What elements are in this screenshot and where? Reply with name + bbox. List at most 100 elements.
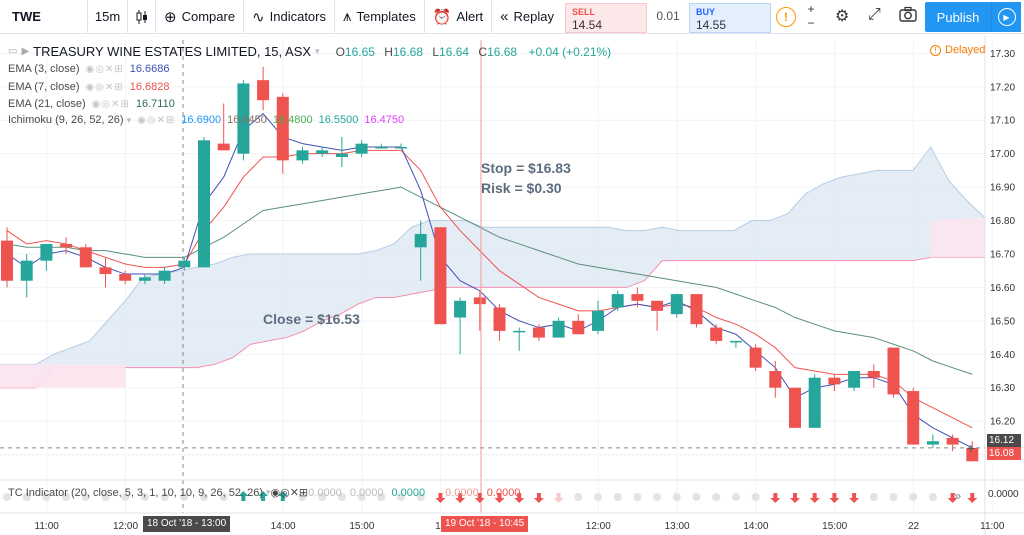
candle [867,371,880,378]
interval-button[interactable]: 15m [88,0,128,34]
neutral-dot [909,493,918,501]
ohlc-values: O16.65 H16.68 L16.64 C16.68 +0.04 (+0.21… [335,44,612,59]
chart-type-button[interactable] [128,0,156,34]
ichimoku-value: 16.4750 [364,114,405,126]
sell-button[interactable]: SELL 14.54 [565,3,647,33]
rewind-icon: « [500,8,509,25]
down-arrow-signal [553,493,564,503]
neutral-dot [160,493,169,501]
price-chart[interactable]: + 17.30 17.20 17.10 17.00 16.90 16.80 16.70 16.… [0,35,1024,535]
alert-button[interactable]: ⏰ Alert [425,0,493,34]
collapse-pane-icon[interactable]: » [954,488,962,503]
flag-icon[interactable]: ▶ [21,46,30,57]
up-arrow-signal [277,491,288,501]
time-tick-label: 14:00 [743,521,768,532]
camera-icon[interactable] [899,6,917,27]
fullscreen-icon[interactable]: ⤢ [868,6,881,23]
alert-label: Alert [456,9,484,24]
down-arrow-signal [770,493,781,503]
time-tick-label: 11:00 [980,521,1005,532]
publish-button[interactable]: Publish [925,2,991,32]
publish-label: Publish [936,9,980,25]
candle [907,391,920,445]
neutral-dot [140,493,149,501]
indicators-button[interactable]: ∿ Indicators [244,0,335,34]
ema21-label: EMA (21, close) [8,98,86,110]
price-tick-label: 16.20 [990,417,1015,428]
chevron-down-icon[interactable]: ▾ [126,114,132,125]
legend-buttons[interactable]: ◉◎✕⊞ [91,98,130,110]
candle [178,260,191,268]
plus-icon[interactable]: + [807,2,815,16]
compare-button[interactable]: ⊕ Compare [156,0,245,34]
legend-buttons[interactable]: ◉◎✕⊞ [270,487,309,499]
neutral-dot [633,493,642,501]
candle [808,377,821,428]
delayed-badge[interactable]: ! Delayed [930,44,985,56]
close-value: 16.68 [487,44,518,59]
buy-price: 14.55 [696,18,727,32]
neutral-dot [889,493,898,501]
legend-ema7[interactable]: EMA (7, close) ◉◎✕⊞ 16.6828 [8,81,170,93]
warning-icon[interactable]: ! [776,7,796,27]
tc-value: 0.0000 [308,486,342,499]
price-tick-label: 16.70 [990,249,1015,260]
replay-button[interactable]: « Replay [492,0,562,34]
candle [355,143,368,154]
candle [552,320,565,338]
collapse-icon[interactable]: ▭ [8,46,18,57]
neutral-dot [357,493,366,501]
legend-ema21[interactable]: EMA (21, close) ◉◎✕⊞ 16.7110 [8,98,175,110]
ichimoku-label: Ichimoku (9, 26, 52, 26) [8,114,124,126]
legend-tc-indicator[interactable]: TC Indicator (20, close, 5, 3, 1, 10, 10… [8,486,521,500]
risk-annotation[interactable]: Risk = $0.30 [481,180,562,196]
down-arrow-signal [474,493,485,503]
candle [316,150,329,154]
chevron-down-icon[interactable]: ▾ [315,46,320,56]
settings-gear-icon[interactable]: ⚙ [835,8,850,25]
tc-value: 0.0000 [486,486,521,499]
cloud-bear-patch [0,364,125,388]
neutral-dot [298,493,307,501]
neutral-dot [22,493,31,501]
stop-annotation[interactable]: Stop = $16.83 [481,160,571,176]
quantity-stepper[interactable]: + − [803,2,819,30]
legend-buttons[interactable]: ◉◎✕⊞ [137,114,176,126]
legend-ema3[interactable]: EMA (3, close) ◉◎✕⊞ 16.6686 [8,63,170,75]
price-tick-label: 16.60 [990,283,1015,294]
neutral-dot [62,493,71,501]
candle [217,143,230,151]
spread-value: 0.01 [656,9,680,23]
candle [611,294,624,308]
close-annotation[interactable]: Close = $16.53 [263,311,360,327]
tc-axis-value: 0.0000 [988,489,1019,500]
down-arrow-signal [435,493,446,503]
legend-buttons[interactable]: ◉◎✕⊞ [85,63,124,75]
ichimoku-value: 16.5500 [318,114,359,126]
neutral-dot [731,493,740,501]
chevron-down-icon[interactable]: ▾ [265,487,271,497]
compare-label: Compare [181,9,236,24]
ema7-label: EMA (7, close) [8,81,80,93]
templates-button[interactable]: ⩚ Templates [335,0,425,34]
legend-buttons[interactable]: ◉◎✕⊞ [85,81,124,93]
candle [414,233,427,248]
play-button[interactable]: ▶ [991,2,1021,32]
candle [631,294,644,301]
buy-button[interactable]: BUY 14.55 [689,3,771,33]
candles [1,66,979,462]
neutral-dot [613,493,622,501]
time-tick-label: 15:00 [822,521,847,532]
crosshair-price-tag: 16.12 [987,434,1021,447]
down-arrow-signal [494,493,505,503]
candle [848,371,861,388]
down-arrow-signal [533,493,544,503]
symbol-search[interactable]: TWE [0,0,88,34]
legend-ichimoku[interactable]: Ichimoku (9, 26, 52, 26) ▾ ◉◎✕⊞ 16.6900 … [8,114,404,126]
minus-icon[interactable]: − [807,16,815,30]
marker-time-tag: 19 Oct '18 - 10:45 [441,516,529,532]
candle [198,140,210,268]
cloud-band [0,146,985,388]
candle [158,270,171,281]
price-tick-label: 16.90 [990,183,1015,194]
